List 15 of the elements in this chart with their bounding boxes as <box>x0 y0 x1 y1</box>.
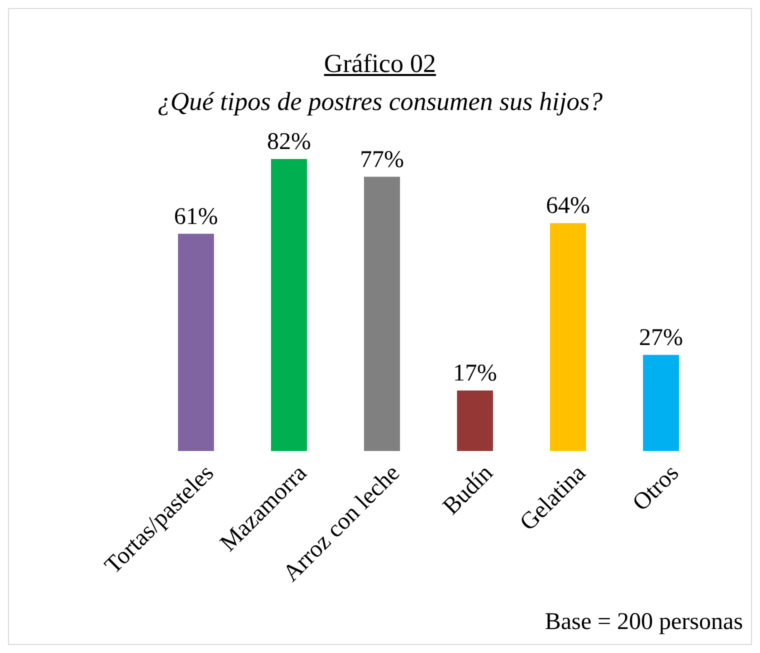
data-label: 27% <box>639 324 683 351</box>
bar <box>550 223 586 451</box>
bar <box>271 159 307 451</box>
data-label: 61% <box>174 204 218 230</box>
chart-subtitle: ¿Qué tipos de postres consumen sus hijos? <box>156 87 604 117</box>
data-label: 17% <box>453 360 497 386</box>
data-label: 82% <box>267 129 311 155</box>
data-label: 77% <box>360 146 404 173</box>
bar <box>178 234 214 451</box>
chart-title: Gráfico 02 <box>323 49 437 79</box>
text: Base = 200 personas <box>544 609 743 636</box>
bar <box>643 354 679 451</box>
data-label: 64% <box>546 193 590 220</box>
bar <box>457 390 493 451</box>
bar <box>364 176 400 451</box>
